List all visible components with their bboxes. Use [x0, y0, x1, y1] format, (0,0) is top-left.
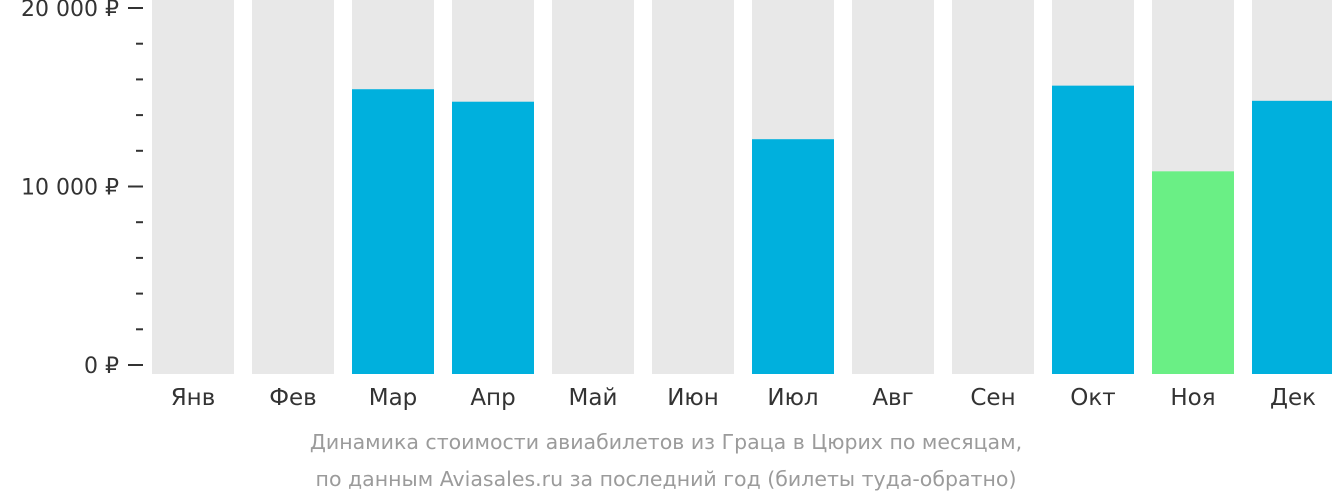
x-tick-label: Июн [667, 385, 719, 411]
x-tick-label: Апр [470, 385, 515, 411]
x-tick-label: Фев [269, 385, 317, 411]
x-tick-label: Окт [1070, 385, 1115, 411]
bar-background [552, 0, 634, 374]
x-tick-label: Сен [970, 385, 1015, 411]
y-axis: 20 000 ₽ 10 000 ₽ 0 ₽ [21, 0, 143, 379]
bar[interactable] [752, 139, 834, 374]
bar[interactable] [1152, 171, 1234, 374]
bar-background [952, 0, 1034, 374]
bar-background [852, 0, 934, 374]
bar-background [152, 0, 234, 374]
x-tick-label: Май [569, 385, 618, 411]
bar[interactable] [352, 89, 434, 374]
chart-caption-line-1: Динамика стоимости авиабилетов из Граца … [309, 430, 1023, 454]
bar-background [252, 0, 334, 374]
bars [152, 0, 1332, 375]
y-tick-label: 10 000 ₽ [21, 176, 119, 201]
chart-caption-line-2: по данным Aviasales.ru за последний год … [315, 467, 1017, 491]
x-tick-label: Июл [767, 385, 818, 411]
x-tick-label: Ноя [1170, 385, 1215, 411]
x-tick-label: Янв [171, 385, 216, 411]
bar-background [652, 0, 734, 374]
x-axis: Янв Фев Мар Апр Май Июн Июл Авг Сен Окт Ноя Дек [171, 385, 1316, 411]
y-tick-label: 0 ₽ [84, 354, 119, 379]
y-tick-label: 20 000 ₽ [21, 0, 119, 22]
bar[interactable] [452, 101, 534, 375]
bar[interactable] [1052, 85, 1134, 375]
x-tick-label: Мар [369, 385, 418, 411]
bar[interactable] [1252, 100, 1332, 374]
x-tick-label: Авг [872, 385, 913, 411]
x-tick-label: Дек [1270, 385, 1316, 411]
